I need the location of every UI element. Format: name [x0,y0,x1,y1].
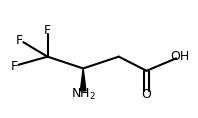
Text: OH: OH [170,50,190,63]
Text: F: F [10,60,17,73]
Text: NH$_2$: NH$_2$ [71,87,96,102]
Text: O: O [142,88,151,101]
Polygon shape [80,68,86,91]
Text: F: F [44,24,51,37]
Text: F: F [16,34,23,47]
